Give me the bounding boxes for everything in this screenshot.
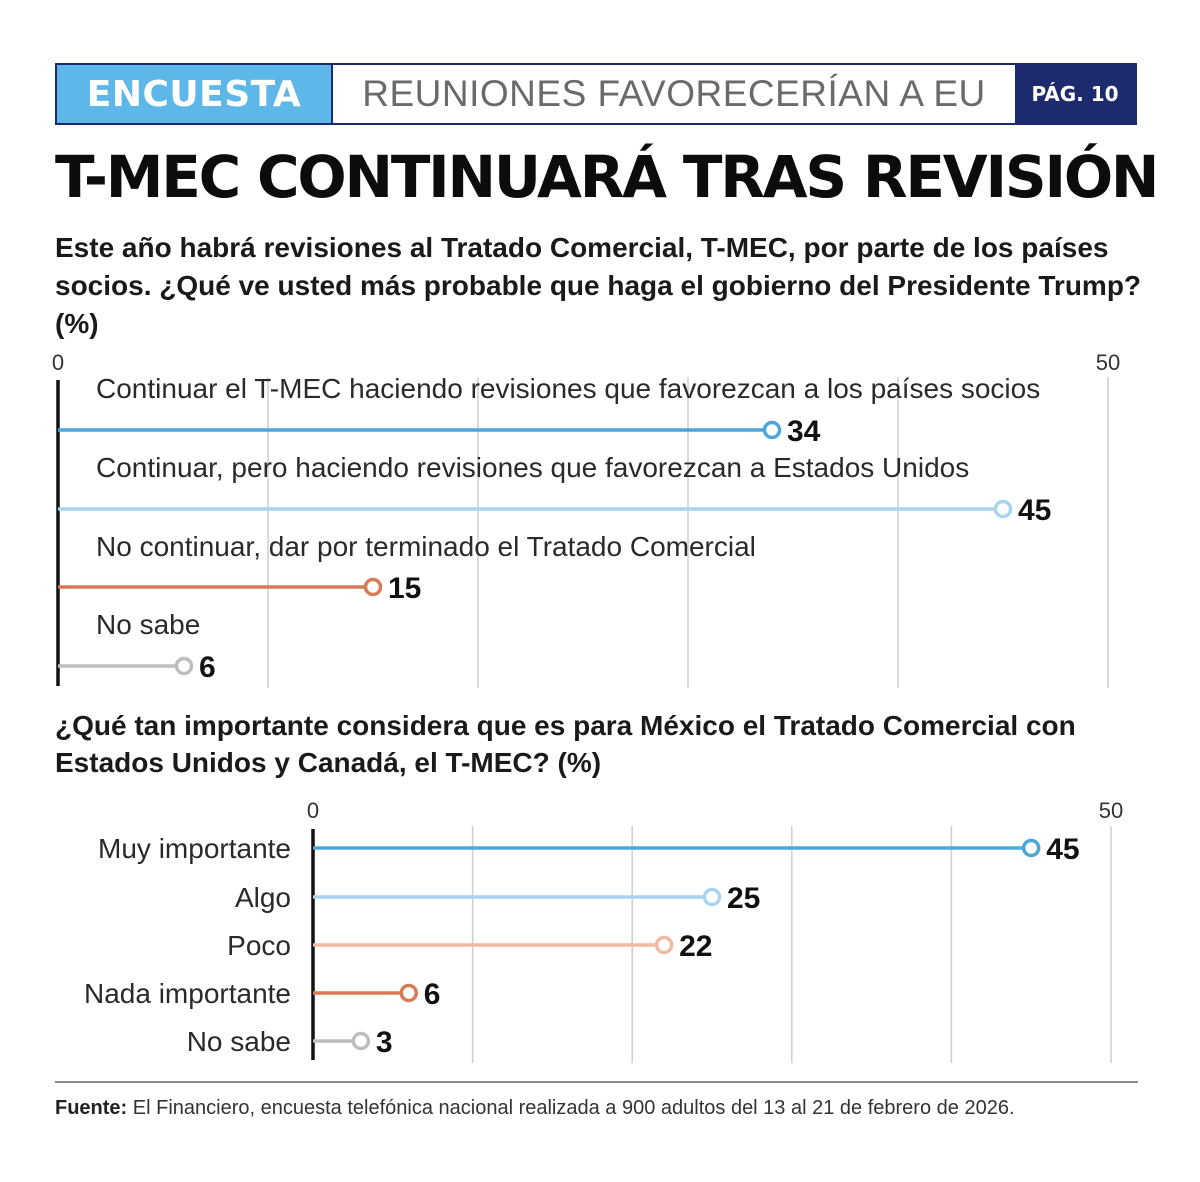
chart1-question: Este año habrá revisiones al Tratado Com… [55,232,1142,339]
source-text: El Financiero, encuesta telefónica nacio… [127,1097,1015,1119]
chart2-question: ¿Qué tan importante considera que es par… [55,710,1076,778]
chart2-bar-marker [1021,838,1041,858]
source-label: Fuente: [55,1097,128,1119]
chart2-bar-marker [702,887,722,907]
chart2-value-label: 6 [424,978,441,1011]
section-header: ENCUESTA REUNIONES FAVORECERÍAN A EU PÁG… [55,63,1137,125]
chart1-category-label: No continuar, dar por terminado el Trata… [96,531,756,562]
chart2-tick-label: 0 [307,798,319,823]
chart2-category-label: No sabe [187,1026,291,1057]
chart1-value-label: 34 [787,415,821,448]
chart1-value-label: 15 [388,572,421,605]
chart2-bar-marker [654,935,674,955]
header-section-title: REUNIONES FAVORECERÍAN A EU [362,73,986,114]
chart2-value-label: 3 [376,1026,393,1059]
chart1-bar-marker [363,577,383,597]
chart1-value-label: 6 [199,651,216,684]
source-note: Fuente: El Financiero, encuesta telefóni… [55,1097,1015,1120]
chart1-bar-marker [993,499,1013,519]
chart2-category-label: Nada importante [84,978,291,1009]
chart2-lollipop: 0 50 45 Muy importante 25 Algo 22 Poco 6 Nada imp… [84,798,1123,1063]
chart2-value-label: 45 [1046,833,1079,866]
chart1-category-label: Continuar, pero haciendo revisiones que … [96,452,969,483]
header-tag: ENCUESTA [57,65,333,123]
footer-divider [55,1081,1138,1083]
chart1-lollipop: 0 50 34 Continuar el T-MEC haciendo revisio… [52,350,1120,688]
chart1-value-label: 45 [1018,494,1051,527]
chart2-category-label: Muy importante [98,833,291,864]
chart1-bar-marker [762,420,782,440]
chart1-category-label: No sabe [96,609,200,640]
chart2-value-label: 22 [679,930,712,963]
chart1-tick-label: 0 [52,350,64,375]
main-title: T-MEC CONTINUARÁ TRAS REVISIÓN [55,143,1159,211]
header-page-number: PÁG. 10 [1015,65,1135,123]
chart1-tick-label: 50 [1096,350,1120,375]
chart2-category-label: Poco [227,930,291,961]
chart1-bar-marker [174,656,194,676]
chart2-bar-marker [399,983,419,1003]
chart1-category-label: Continuar el T-MEC haciendo revisiones q… [96,373,1040,404]
chart2-value-label: 25 [727,882,760,915]
chart2-bar-marker [351,1031,371,1051]
chart2-category-label: Algo [235,882,291,913]
chart2-tick-label: 50 [1099,798,1123,823]
